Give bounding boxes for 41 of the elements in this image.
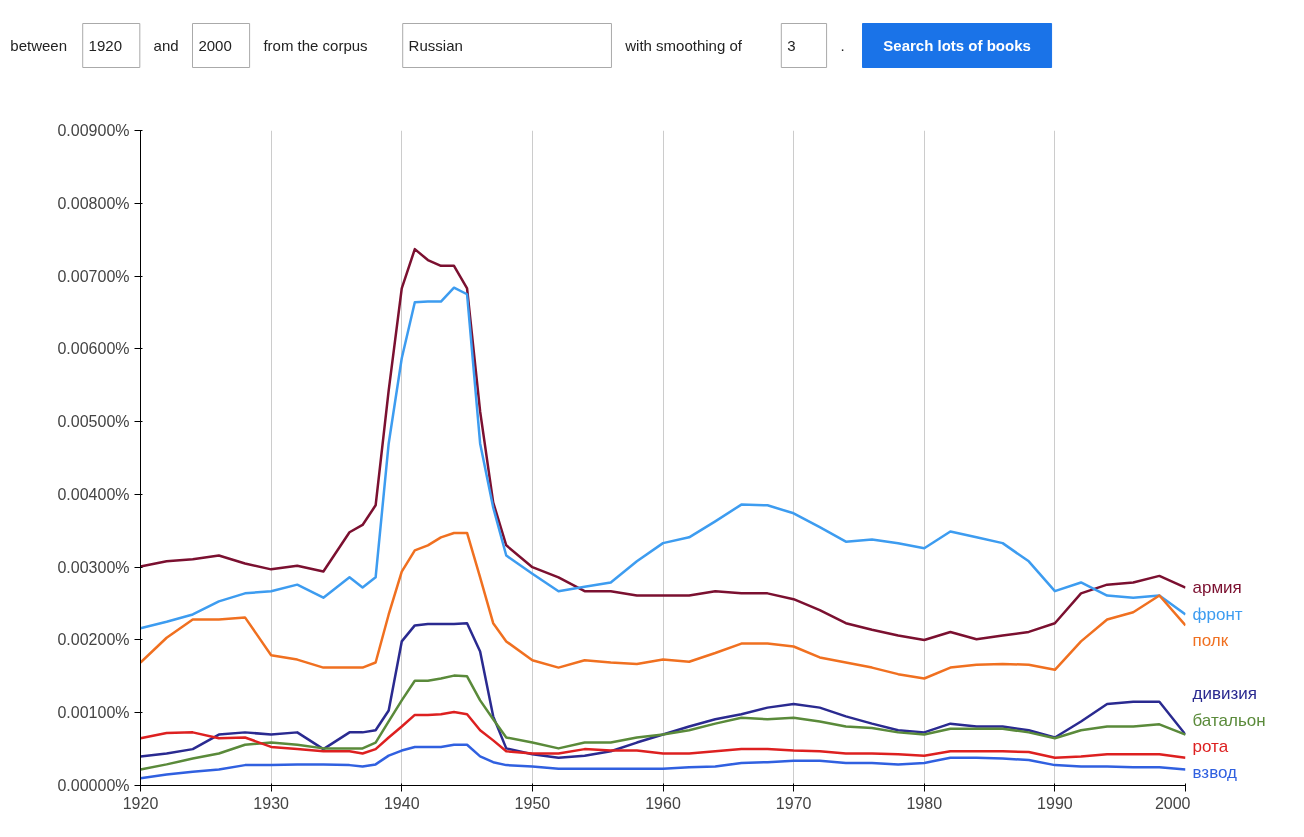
y-tick-label: 0.00000%	[57, 777, 130, 794]
text: and	[153, 37, 179, 54]
text: .	[840, 36, 845, 54]
series-label: фронт	[1192, 604, 1243, 624]
y-tick-label: 0.00300%	[57, 558, 130, 576]
y-tick-label: 0.00200%	[57, 631, 130, 649]
text: with smoothing of	[624, 37, 743, 54]
series-label: полк	[1192, 631, 1229, 651]
x-tick-label: 2000	[1154, 794, 1191, 812]
y-tick-label: 0.00500%	[57, 413, 130, 431]
text: Search lots of books	[883, 37, 1031, 54]
y-tick-label: 0.00700%	[57, 267, 130, 285]
line-series	[140, 621, 1186, 760]
x-tick-label: 1920	[122, 794, 159, 812]
y-tick-label: 0.00600%	[57, 340, 130, 358]
x-tick-label: 1960	[645, 794, 681, 812]
x-tick-label: 1980	[906, 794, 943, 812]
series-label: батальон	[1192, 710, 1266, 730]
text: 3	[787, 36, 796, 54]
text: 2000	[198, 36, 232, 54]
line-series	[140, 710, 1186, 760]
y-tick-label: 0.00100%	[57, 704, 130, 722]
series-label: рота	[1192, 736, 1229, 756]
y-tick-label: 0.00400%	[57, 485, 130, 503]
x-tick-label: 1950	[514, 794, 551, 812]
text: between	[10, 37, 68, 54]
series-label: дивизия	[1192, 684, 1257, 704]
line-series	[140, 531, 1186, 680]
series-label: армия	[1192, 578, 1242, 598]
y-tick-label: 0.00800%	[57, 194, 130, 212]
text: 1920	[88, 36, 122, 54]
line-series	[140, 743, 1186, 780]
series-label: взвод	[1192, 762, 1238, 782]
x-tick-label: 1970	[775, 794, 812, 812]
x-tick-label: 1940	[383, 794, 420, 812]
line-series	[140, 674, 1186, 771]
text: Russian	[408, 37, 463, 54]
text: from the corpus	[263, 37, 368, 54]
x-tick-label: 1990	[1037, 794, 1073, 812]
y-tick-label: 0.00900%	[57, 122, 130, 139]
x-tick-label: 1930	[253, 794, 290, 812]
